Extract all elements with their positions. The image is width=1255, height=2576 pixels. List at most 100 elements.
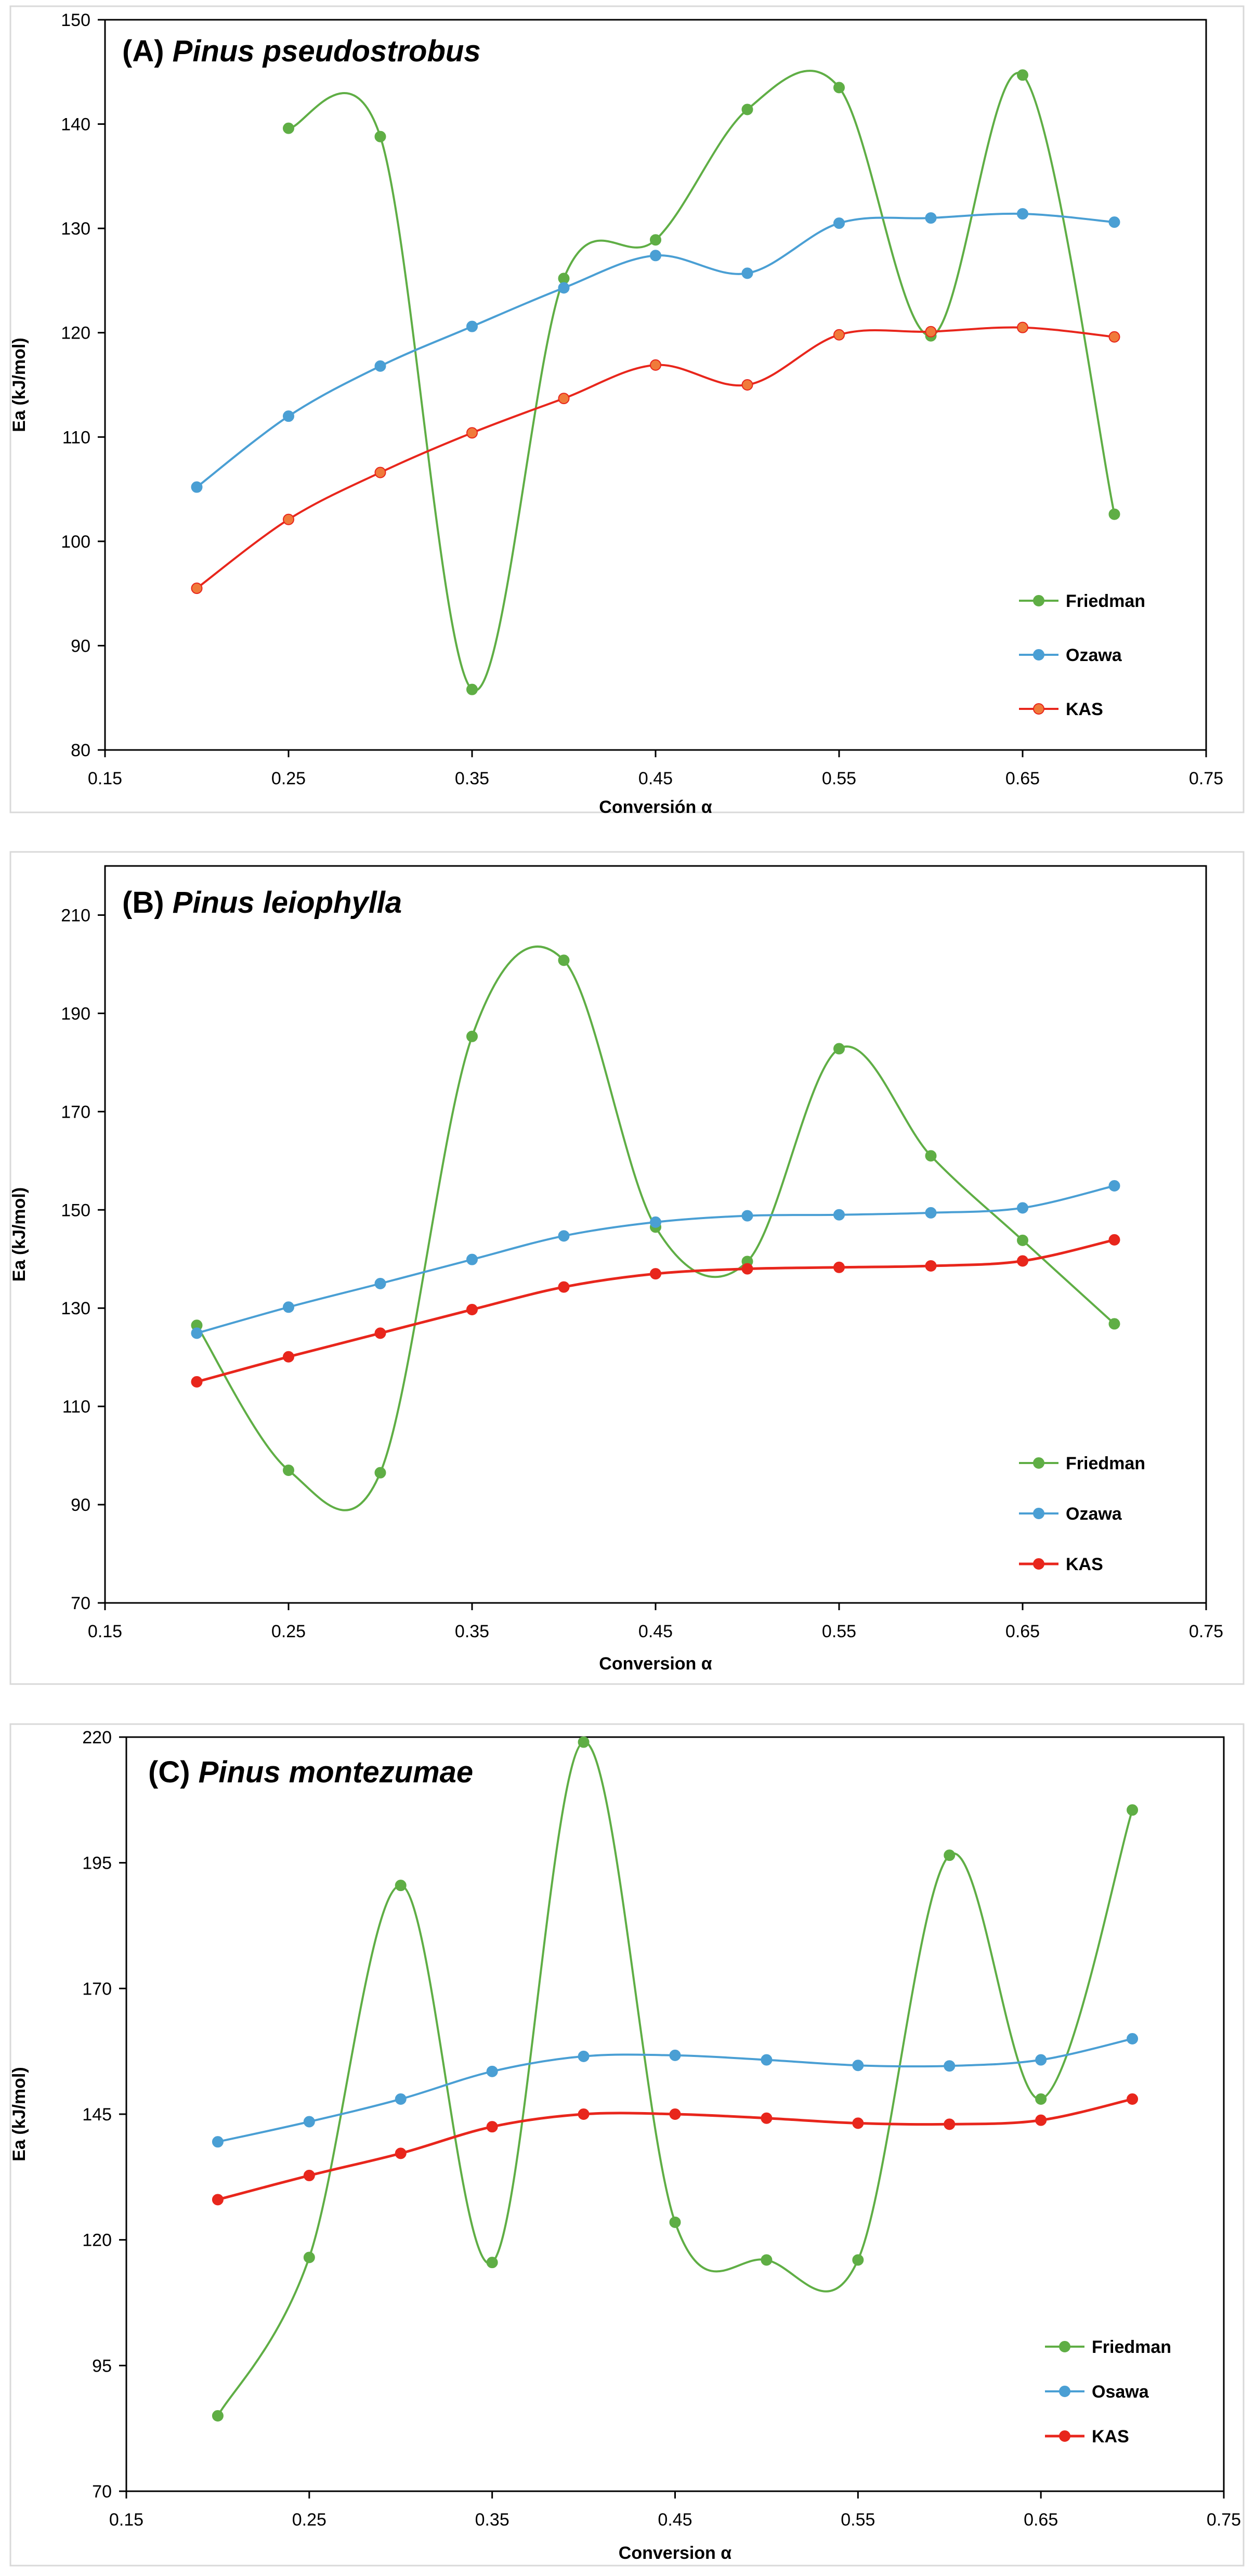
data-point — [650, 234, 661, 246]
chart-title-prefix: (A) — [122, 34, 173, 68]
data-point — [1017, 1234, 1028, 1246]
x-tick-label: 0.65 — [1005, 1622, 1040, 1641]
y-tick-label: 220 — [82, 1728, 112, 1747]
chart-title: (B) Pinus leiophylla — [122, 886, 402, 920]
y-tick-label: 110 — [62, 1397, 90, 1417]
legend-swatch-marker — [1059, 2430, 1070, 2442]
data-point — [212, 2136, 224, 2148]
x-tick-label: 0.65 — [1005, 769, 1040, 788]
data-point — [669, 2108, 681, 2120]
data-point — [1017, 208, 1028, 220]
data-point — [741, 103, 753, 115]
legend-label: KAS — [1066, 700, 1103, 719]
chart-panel-1: (B) Pinus leiophylla 0.15 0.25 0.35 0.45 0.55… — [9, 851, 1245, 1685]
data-point — [303, 2251, 315, 2263]
data-point — [833, 1043, 845, 1055]
data-point — [283, 410, 294, 422]
series-friedman — [212, 1736, 1139, 2422]
x-axis-label: Conversión α — [599, 797, 712, 817]
legend-item-osawa: Osawa — [1045, 2382, 1149, 2402]
legend-swatch-marker — [1033, 595, 1044, 606]
x-tick-label: 0.15 — [88, 1622, 122, 1641]
data-point — [852, 2060, 864, 2072]
data-point — [650, 1268, 661, 1280]
data-point — [486, 2121, 498, 2133]
y-tick-label: 195 — [82, 1854, 112, 1873]
y-tick-label: 170 — [82, 1979, 112, 1999]
data-point — [558, 282, 570, 294]
x-axis-label: Conversion α — [599, 1654, 712, 1674]
legend-item-friedman: Friedman — [1019, 1454, 1145, 1473]
series-ozawa — [191, 1180, 1120, 1339]
legend-swatch-marker — [1033, 1508, 1044, 1519]
y-tick-label: 150 — [61, 10, 90, 30]
series-ozawa — [191, 208, 1120, 493]
chart-panel-2: (C) Pinus montezumae 0.15 0.25 0.35 0.45 0.55… — [9, 1723, 1245, 2567]
data-point — [558, 1230, 570, 1242]
data-point — [486, 2257, 498, 2269]
y-tick-label: 90 — [71, 1495, 90, 1515]
legend-item-kas: KAS — [1019, 700, 1103, 719]
data-point — [191, 1327, 203, 1339]
data-point — [466, 1304, 478, 1316]
legend-label: Friedman — [1066, 591, 1145, 611]
data-point — [1017, 1202, 1028, 1214]
data-point — [1108, 1180, 1120, 1192]
data-point — [283, 1301, 294, 1313]
x-tick-label: 0.35 — [475, 2510, 509, 2530]
x-tick-label: 0.15 — [109, 2510, 143, 2530]
data-point — [374, 467, 386, 478]
x-tick-label: 0.35 — [455, 769, 489, 788]
data-point — [852, 2117, 864, 2129]
y-tick-label: 70 — [92, 2482, 112, 2502]
data-point — [374, 1467, 386, 1479]
data-point — [558, 1281, 570, 1293]
y-tick-label: 120 — [82, 2231, 112, 2250]
data-point — [191, 582, 203, 594]
data-point — [650, 1216, 661, 1228]
legend-swatch-marker — [1033, 1558, 1044, 1570]
data-point — [578, 2050, 590, 2062]
data-point — [925, 1207, 937, 1219]
data-point — [283, 1351, 294, 1363]
data-point — [578, 2108, 590, 2120]
data-point — [1127, 2093, 1139, 2105]
legend-swatch-marker — [1033, 649, 1044, 661]
data-point — [1017, 321, 1028, 333]
y-tick-label: 70 — [71, 1594, 90, 1613]
chart-title-species: Pinus leiophylla — [173, 886, 402, 920]
y-tick-label: 130 — [61, 1299, 90, 1318]
data-point — [761, 2054, 773, 2066]
legend-label: Ozawa — [1066, 1504, 1122, 1524]
data-point — [1127, 2033, 1139, 2044]
x-tick-label: 0.15 — [88, 769, 122, 788]
data-point — [944, 2060, 956, 2072]
data-point — [283, 1464, 294, 1476]
data-point — [466, 427, 478, 439]
y-tick-label: 80 — [71, 741, 90, 760]
data-point — [925, 1150, 937, 1162]
data-point — [1035, 2054, 1047, 2066]
data-point — [395, 2093, 407, 2105]
data-point — [1108, 508, 1120, 520]
data-point — [1035, 2093, 1047, 2105]
chart-frame — [9, 851, 1245, 1685]
y-tick-label: 110 — [62, 428, 90, 447]
legend-label: Friedman — [1092, 2337, 1171, 2357]
y-tick-label: 190 — [61, 1004, 90, 1024]
x-tick-label: 0.25 — [271, 1622, 306, 1641]
data-point — [558, 273, 570, 284]
data-point — [558, 954, 570, 966]
y-tick-label: 140 — [61, 115, 90, 135]
y-tick-label: 130 — [61, 219, 90, 239]
y-tick-label: 95 — [92, 2356, 112, 2376]
legend-item-ozawa: Ozawa — [1019, 1504, 1122, 1524]
data-point — [1017, 69, 1028, 81]
data-point — [669, 2216, 681, 2228]
data-point — [303, 2116, 315, 2128]
data-point — [761, 2112, 773, 2124]
x-tick-label: 0.45 — [658, 2510, 692, 2530]
y-tick-label: 145 — [82, 2105, 112, 2125]
legend-label: Ozawa — [1066, 645, 1122, 665]
data-point — [466, 1030, 478, 1042]
